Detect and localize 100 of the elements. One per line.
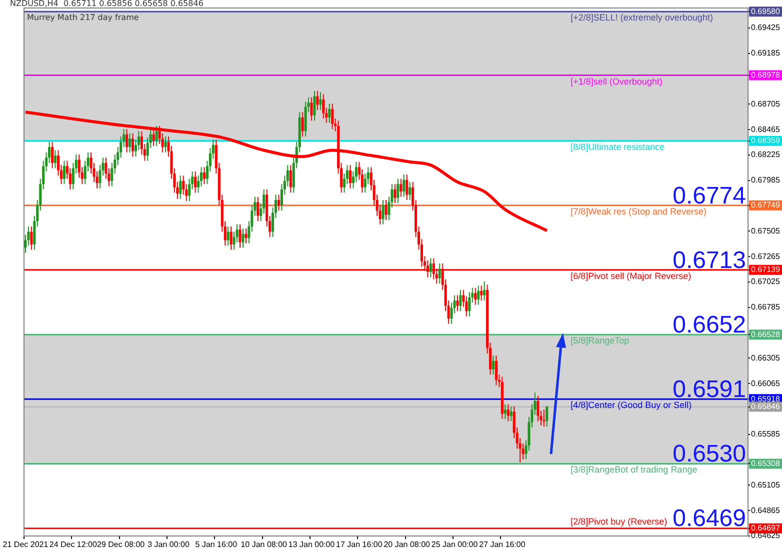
candlestick xyxy=(202,166,206,185)
candlestick xyxy=(313,90,316,122)
x-tick-label: 17 Jan 16:00 xyxy=(336,540,383,550)
candlestick xyxy=(396,178,400,204)
candlestick xyxy=(331,103,334,130)
y-tick-label: 0.68465 xyxy=(751,124,780,134)
candlestick xyxy=(504,404,506,420)
candlestick xyxy=(459,289,462,312)
candlestick xyxy=(256,196,260,222)
candlestick xyxy=(226,226,230,246)
candlestick xyxy=(510,406,512,422)
ref-line-label: [2/8]Pivot buy (Reverse) xyxy=(570,516,668,526)
y-tick-label: 0.64697 xyxy=(751,524,780,533)
y-tick-label: 0.69185 xyxy=(751,48,780,58)
y-tick-label: 0.67985 xyxy=(751,176,780,185)
candlestick xyxy=(402,174,406,198)
x-tick-label: 5 Jan 16:00 xyxy=(195,540,238,550)
y-tick-label: 0.66065 xyxy=(751,378,780,388)
y-tick-label: 0.69580 xyxy=(751,6,780,16)
candlestick xyxy=(230,226,232,250)
text: Murrey Math 217 day frame xyxy=(27,13,139,22)
candlestick xyxy=(382,199,384,225)
candlestick xyxy=(244,228,248,244)
y-tick-label: 0.66785 xyxy=(751,302,780,312)
y-tick-label: 0.65846 xyxy=(751,402,780,411)
candlestick xyxy=(322,94,325,119)
candlestick xyxy=(164,136,167,153)
y-tick-label: 0.65585 xyxy=(751,430,780,439)
y-tick-label: 0.67505 xyxy=(751,226,780,236)
x-tick-label: 13 Jan 00:00 xyxy=(288,540,336,550)
x-tick-label: 25 Jan 00:00 xyxy=(431,540,478,550)
candlestick xyxy=(546,405,548,428)
ref-line-label: [+1/8]sell (Overbought) xyxy=(570,76,662,86)
candlestick xyxy=(536,395,540,422)
candlestick xyxy=(506,404,510,422)
candlestick xyxy=(394,184,396,204)
candlestick xyxy=(456,294,459,312)
y-tick-label: 0.65105 xyxy=(751,480,780,490)
candlestick xyxy=(492,355,495,376)
y-tick-label: 0.68978 xyxy=(751,70,780,80)
ref-line-label: [5/8]RangeTop xyxy=(570,336,630,346)
x-tick-label: 21 Dec 2021 xyxy=(2,540,49,550)
candlestick xyxy=(128,132,132,153)
candlestick xyxy=(468,292,471,317)
y-tick-label: 0.67139 xyxy=(751,265,780,274)
chart-title: NZDUSD,H4 0.65711 0.65856 0.65658 0.65846 xyxy=(10,0,204,8)
y-tick-label: 0.66305 xyxy=(751,353,780,362)
y-tick-label: 0.67265 xyxy=(751,252,780,261)
candlestick xyxy=(62,160,66,185)
candlestick xyxy=(406,174,408,200)
candlestick xyxy=(51,141,54,169)
candlestick xyxy=(152,128,155,147)
annotation: 0.6469 xyxy=(672,505,746,532)
y-tick-label: 0.67749 xyxy=(751,200,780,210)
y-tick-label: 0.66528 xyxy=(751,330,780,339)
ref-line-label: [4/8]Center (Good Buy or Sell) xyxy=(570,400,692,410)
candlestick xyxy=(131,132,134,158)
x-tick-label: 10 Jan 08:00 xyxy=(240,540,288,550)
x-tick-label: 27 Jan 16:00 xyxy=(479,540,526,550)
candlestick xyxy=(400,178,402,198)
candlestick xyxy=(194,170,197,194)
y-tick-label: 0.64865 xyxy=(751,506,780,515)
y-tick-label: 0.65918 xyxy=(751,394,780,404)
candlestick xyxy=(54,150,57,169)
x-tick-label: 20 Jan 08:00 xyxy=(384,540,431,550)
candlestick xyxy=(289,164,292,194)
candlestick xyxy=(310,96,313,122)
candlestick xyxy=(155,125,158,147)
x-tick-label: 29 Dec 08:00 xyxy=(97,540,146,550)
candlestick xyxy=(238,224,242,248)
candlestick xyxy=(319,92,322,111)
ref-line-label: [8/8]Ultimate resistance xyxy=(570,142,665,152)
y-tick-label: 0.65308 xyxy=(751,458,780,468)
candlestick xyxy=(480,285,483,302)
candlestick xyxy=(179,175,182,200)
candlestick xyxy=(328,103,331,124)
candlestick xyxy=(477,285,480,306)
ref-line-label: [+2/8]SELL! (extremely overbought) xyxy=(570,12,713,23)
candlestick xyxy=(30,226,33,250)
y-tick-label: 0.64625 xyxy=(751,531,780,540)
candlestick xyxy=(301,112,304,137)
candlestick xyxy=(474,287,477,306)
candlestick xyxy=(483,280,486,302)
x-tick-label: 24 Dec 12:00 xyxy=(49,540,98,550)
y-tick-label: 0.67025 xyxy=(751,277,780,286)
candlestick xyxy=(542,409,546,427)
candlestick xyxy=(438,262,441,284)
candlestick xyxy=(277,194,280,212)
line-series xyxy=(24,110,548,232)
candlestick xyxy=(242,228,244,248)
candlestick xyxy=(384,199,388,221)
annotation: 0.6652 xyxy=(672,311,746,338)
x-tick-label: 3 Jan 00:00 xyxy=(148,540,190,550)
candlestick xyxy=(494,355,498,386)
ref-line-label: [3/8]RangeBot of trading Range xyxy=(570,464,698,475)
candlestick xyxy=(408,181,412,200)
y-tick-label: 0.69425 xyxy=(751,23,780,32)
candlestick xyxy=(348,164,352,189)
candlestick xyxy=(429,258,432,278)
y-tick-label: 0.68359 xyxy=(751,136,780,146)
